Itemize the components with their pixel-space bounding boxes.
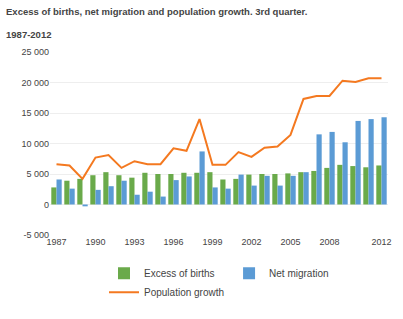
- svg-text:Net migration: Net migration: [269, 268, 328, 279]
- svg-text:2005: 2005: [280, 237, 300, 247]
- svg-text:15 000: 15 000: [21, 108, 49, 118]
- svg-text:1987: 1987: [46, 237, 66, 247]
- svg-text:2012: 2012: [371, 237, 391, 247]
- svg-text:2008: 2008: [319, 237, 339, 247]
- svg-text:2002: 2002: [241, 237, 261, 247]
- svg-text:0: 0: [44, 200, 49, 210]
- svg-text:25 000: 25 000: [21, 47, 49, 57]
- svg-text:1987-2012: 1987-2012: [6, 29, 51, 40]
- svg-text:5 000: 5 000: [26, 169, 49, 179]
- svg-text:1990: 1990: [85, 237, 105, 247]
- svg-text:Excess of births: Excess of births: [144, 268, 215, 279]
- svg-text:1996: 1996: [163, 237, 183, 247]
- svg-text:20 000: 20 000: [21, 78, 49, 88]
- svg-text:Excess of births, net migratio: Excess of births, net migration and popu…: [6, 6, 307, 17]
- svg-text:1999: 1999: [202, 237, 222, 247]
- svg-text:1993: 1993: [124, 237, 144, 247]
- svg-text:-5 000: -5 000: [23, 230, 49, 240]
- svg-text:10 000: 10 000: [21, 139, 49, 149]
- svg-text:Population growth: Population growth: [144, 287, 224, 298]
